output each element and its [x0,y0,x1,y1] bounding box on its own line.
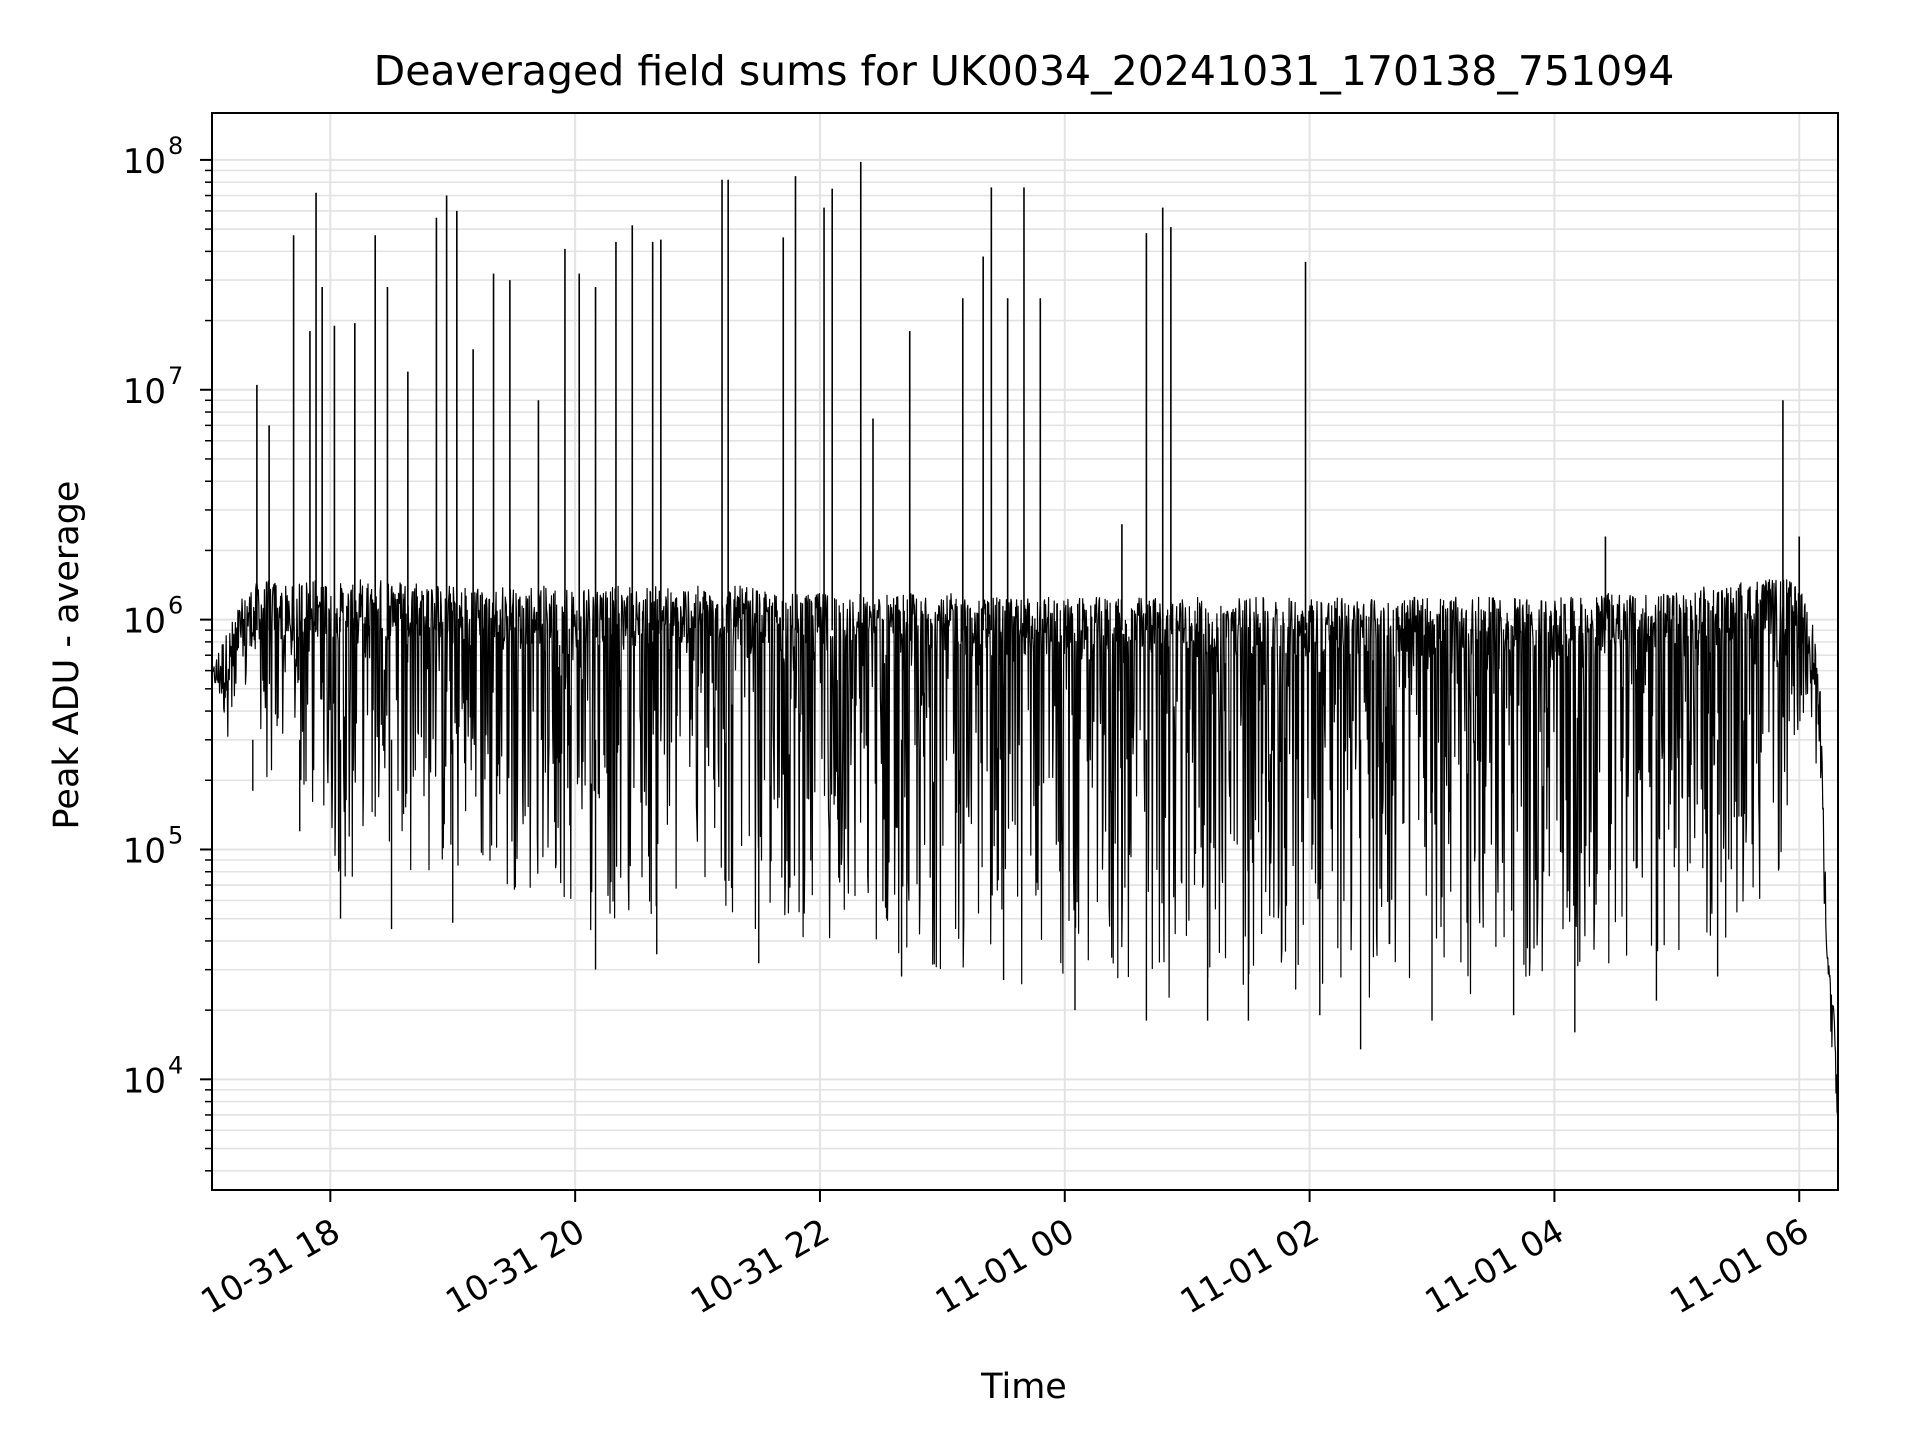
y-tick-exponent: 5 [168,821,183,849]
chart-title: Deaveraged field sums for UK0034_2024103… [374,47,1675,95]
x-axis-label: Time [980,1367,1067,1407]
y-tick-label: 10 [123,142,166,182]
y-axis-label: Peak ADU - average [47,481,87,830]
y-tick-label: 10 [123,602,166,642]
y-tick-exponent: 4 [168,1051,183,1079]
y-tick-label: 10 [123,1061,166,1101]
y-tick-exponent: 6 [168,592,183,620]
y-tick-label: 10 [123,831,166,871]
plot-frame [211,112,1839,1191]
y-tick-label: 10 [123,372,166,412]
plot-area [211,161,1839,1129]
y-tick-exponent: 7 [168,362,183,390]
data-line [211,579,1839,1129]
y-tick-exponent: 8 [168,132,183,160]
